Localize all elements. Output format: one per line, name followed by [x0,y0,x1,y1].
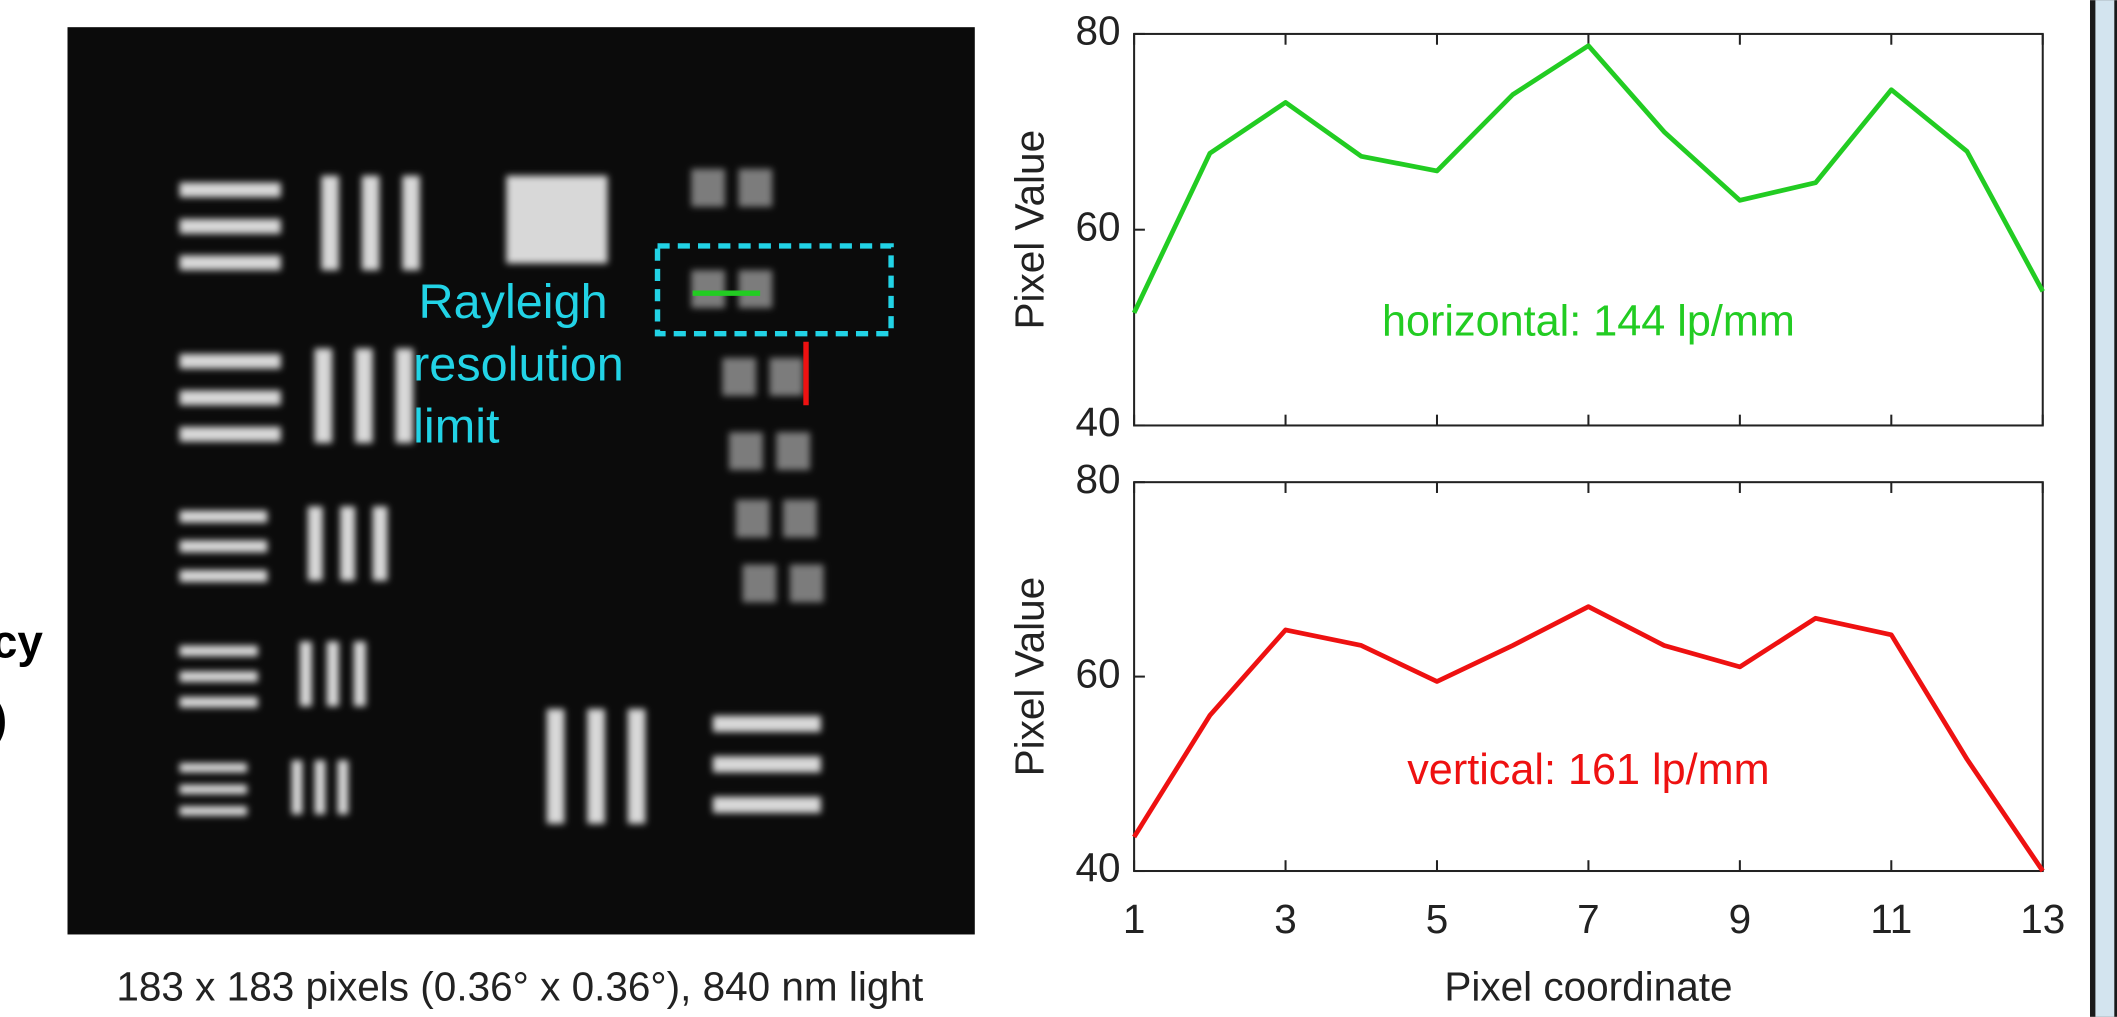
target-bar [587,708,605,824]
target-image [67,27,975,935]
target-bar [735,499,770,538]
y-axis-label: Pixel Value [1007,577,1053,777]
target-bar [321,175,339,271]
target-bar [291,760,303,815]
target-bar [789,564,824,603]
target-bar [783,499,817,538]
target-square [506,175,608,264]
target-bar [729,432,763,471]
target-bar [179,806,248,816]
x-axis-label: Pixel coordinate [1444,964,1732,1010]
x-tick-label: 13 [2020,896,2065,942]
axes-box [1133,32,2044,427]
line [1131,43,2045,314]
target-bar [179,696,258,708]
target-bar [179,426,281,442]
target-bar [712,756,821,773]
target-bar [179,645,258,657]
x-tick-label: 9 [1729,896,1752,942]
target-bar [546,708,565,824]
target-bar [179,671,258,682]
caption: 183 x 183 pixels (0.36° x 0.36°), 840 nm… [116,964,923,1010]
x-tick-label: 3 [1274,896,1297,942]
roi-box [654,243,894,337]
axes-box [1133,481,2044,873]
cropped-label: cy [0,616,43,668]
x-tick-label: 11 [1870,896,1912,942]
target-bar [179,569,268,583]
target-bar [179,510,268,523]
target-bar [712,796,821,813]
target-bar [712,715,821,732]
target-pattern [179,168,824,824]
target-bar [299,641,312,707]
target-bar [314,348,333,444]
target-bar [769,357,804,396]
y-tick-label: 60 [1076,203,1121,249]
target-bar [340,506,356,581]
target-bar [402,175,420,271]
y-axis-label: Pixel Value [1007,130,1053,330]
target-bar [179,784,248,795]
target-bar [179,255,281,271]
target-bar [314,760,326,815]
target-bar [627,708,646,824]
target-bar [395,348,414,444]
side-strip [2095,0,2115,1017]
y-tick-label: 80 [1076,456,1121,502]
y-tick-label: 40 [1076,845,1121,891]
y-tick-label: 40 [1076,399,1121,445]
target-bar [179,390,281,406]
target-bar [179,218,281,234]
target-bar [179,182,281,198]
target-bar [361,175,380,271]
target-bar [742,564,777,603]
y-tick-label: 60 [1076,650,1121,696]
target-bar [337,760,349,815]
target-bar [691,168,726,207]
target-bar [738,270,773,309]
target-bar [307,506,323,581]
target-bar [776,432,811,471]
target-bar [326,641,339,707]
x-tick-label: 7 [1577,896,1600,942]
cropped-label: ) [0,693,7,745]
target-bar [179,762,248,773]
line [1132,604,2045,873]
annotation: resolution [413,337,624,391]
annotation: horizontal: 144 lp/mm [1382,298,1795,346]
annotation: limit [413,399,500,453]
target-bar [179,540,268,553]
y-tick-label: 80 [1076,8,1121,54]
target-bar [722,357,757,396]
annotation: vertical: 161 lp/mm [1407,746,1769,794]
target-bar [355,348,373,444]
target-bar [738,168,773,207]
x-tick-label: 5 [1426,896,1449,942]
annotation: Rayleigh [419,275,608,329]
target-bar [353,641,366,707]
target-bar [179,353,281,369]
target-bar [372,506,388,581]
x-tick-label: 1 [1123,896,1146,942]
target-bar [691,270,726,309]
